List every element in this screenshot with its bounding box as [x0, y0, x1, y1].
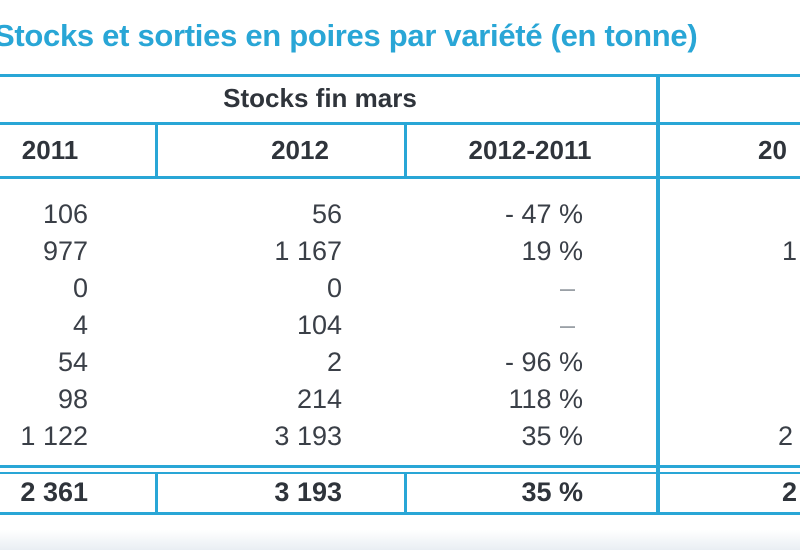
cell-diff: –: [560, 310, 576, 340]
total-diff: 35 %: [521, 477, 583, 507]
cell-diff: 118 %: [508, 384, 583, 414]
total-2011: 2 361: [20, 477, 88, 507]
cell-2011: 977: [42, 236, 88, 266]
rule-group: [0, 122, 800, 125]
cell-2011: 1 122: [20, 421, 88, 451]
cell-diff: - 96 %: [504, 347, 583, 377]
cell-2012: 104: [296, 310, 342, 340]
total-next: 2: [782, 477, 798, 507]
cell-2012: 2: [326, 347, 342, 377]
vrule-col-1-total: [155, 474, 158, 514]
cell-diff: –: [560, 273, 576, 303]
vrule-group-end: [656, 74, 660, 515]
group-header: Stocks fin mars: [223, 83, 417, 113]
page-title: Stocks et sorties en poires par variété …: [0, 18, 698, 53]
cell-next: 1: [782, 236, 798, 266]
cell-2012: 214: [296, 384, 342, 414]
rule-header: [0, 176, 800, 179]
cell-diff: 19 %: [521, 236, 583, 266]
cell-diff: - 47 %: [504, 199, 583, 229]
col-header-2011: 2011: [21, 135, 79, 165]
cell-2011: 54: [57, 347, 88, 377]
total-2012: 3 193: [274, 477, 342, 507]
cell-2012: 1 167: [274, 236, 342, 266]
vrule-col-1: [155, 122, 158, 178]
rule-total-1: [0, 465, 800, 468]
cell-2012: 3 193: [274, 421, 342, 451]
col-header-diff: 2012-2011: [468, 135, 592, 165]
page-bottom-shade: [0, 530, 800, 550]
cell-2012: 0: [326, 273, 342, 303]
cell-2011: 0: [72, 273, 88, 303]
cell-2011: 4: [72, 310, 88, 340]
rule-total-2: [0, 472, 800, 474]
rule-top: [0, 74, 800, 77]
rule-bottom: [0, 512, 800, 515]
cell-2012: 56: [311, 199, 342, 229]
col-header-2012: 2012: [271, 135, 329, 165]
cell-2011: 98: [57, 384, 88, 414]
cell-2011: 106: [42, 199, 88, 229]
vrule-col-2-total: [404, 474, 407, 514]
cell-diff: 35 %: [521, 421, 583, 451]
cell-next: 2: [778, 421, 794, 451]
vrule-col-2: [404, 122, 407, 178]
col-header-next: 20: [758, 135, 787, 165]
